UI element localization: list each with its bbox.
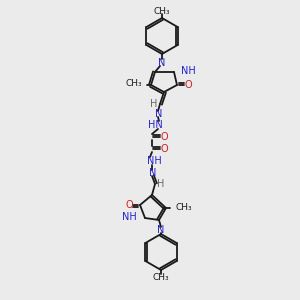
Text: CH₃: CH₃: [154, 7, 170, 16]
Text: NH: NH: [147, 156, 161, 166]
Text: O: O: [184, 80, 192, 90]
Text: HN: HN: [148, 120, 162, 130]
Text: O: O: [125, 200, 133, 210]
Text: NH: NH: [181, 66, 196, 76]
Text: CH₃: CH₃: [125, 80, 142, 88]
Text: H: H: [150, 99, 158, 109]
Text: N: N: [155, 109, 163, 119]
Text: N: N: [158, 58, 166, 68]
Text: N: N: [149, 168, 157, 178]
Text: O: O: [160, 132, 168, 142]
Text: O: O: [160, 144, 168, 154]
Text: CH₃: CH₃: [175, 202, 192, 211]
Text: NH: NH: [122, 212, 137, 222]
Text: N: N: [157, 225, 165, 235]
Text: H: H: [157, 179, 165, 189]
Text: CH₃: CH₃: [153, 272, 169, 281]
